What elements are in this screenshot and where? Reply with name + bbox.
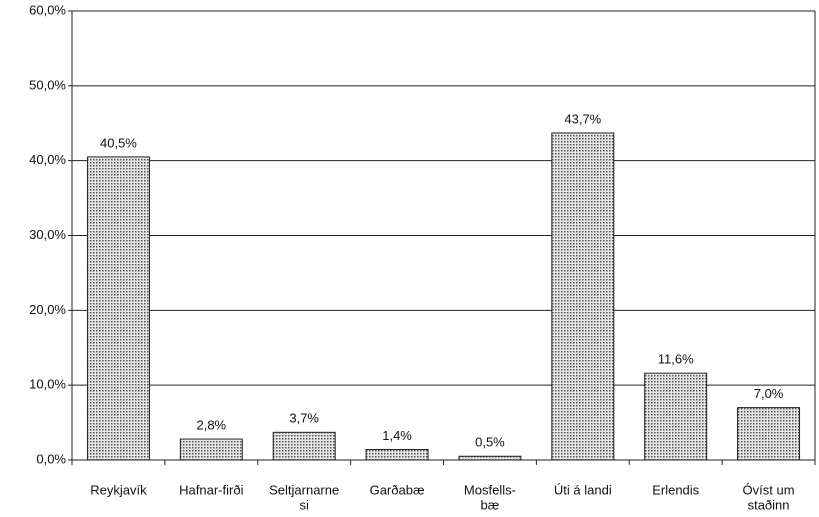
x-tick-label: bæ [481, 497, 500, 512]
value-label: 43,7% [564, 111, 601, 126]
y-tick-label: 50,0% [29, 77, 66, 92]
bar [86, 156, 150, 461]
value-label: 3,7% [289, 411, 319, 426]
x-tick-label: Reykjavík [90, 482, 147, 497]
x-tick-label: Erlendis [652, 482, 699, 497]
value-label: 0,5% [475, 435, 505, 450]
x-tick-label: Úti á landi [554, 482, 612, 497]
y-tick-label: 20,0% [29, 302, 66, 317]
bar [551, 132, 615, 461]
y-tick-label: 60,0% [29, 2, 66, 17]
bar [365, 449, 429, 461]
x-tick-label: si [299, 497, 309, 512]
x-tick-label: Mosfells- [464, 482, 516, 497]
y-tick-label: 40,0% [29, 152, 66, 167]
y-tick-label: 0,0% [36, 451, 66, 466]
value-label: 7,0% [754, 386, 784, 401]
value-label: 40,5% [100, 135, 137, 150]
bar [737, 407, 801, 461]
x-tick-label: Óvíst um [743, 482, 795, 497]
bar [272, 431, 336, 461]
x-tick-label: Garðabæ [370, 482, 425, 497]
bar [644, 372, 708, 461]
bar [458, 455, 522, 461]
bar [179, 438, 243, 461]
y-tick-label: 30,0% [29, 227, 66, 242]
x-tick-label: Seltjarnarne [269, 482, 339, 497]
value-label: 1,4% [382, 428, 412, 443]
x-tick-label: staðinn [748, 497, 790, 512]
y-tick-label: 10,0% [29, 377, 66, 392]
value-label: 2,8% [196, 417, 226, 432]
x-tick-label: Hafnar-firði [179, 482, 243, 497]
value-label: 11,6% [658, 352, 694, 367]
